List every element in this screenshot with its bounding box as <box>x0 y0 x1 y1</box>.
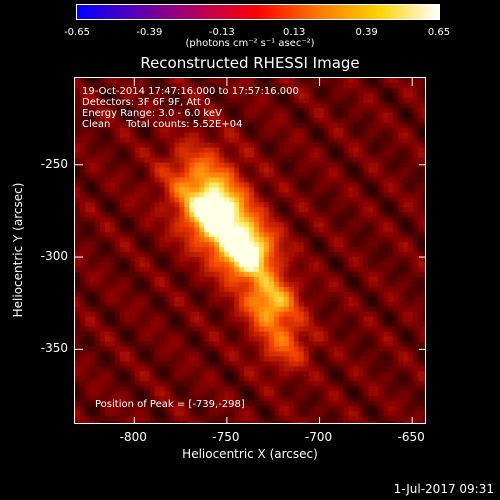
heatmap-image <box>75 78 425 423</box>
colorbar-tick-label: 0.13 <box>283 27 306 38</box>
x-tick-label: -700 <box>304 430 333 444</box>
colorbar-gradient <box>77 5 439 19</box>
chart-title: Reconstructed RHESSI Image <box>140 54 360 72</box>
colorbar-tick-label: 0.65 <box>427 27 451 38</box>
y-tick-label: -350 <box>40 341 68 356</box>
axes-ticks <box>75 78 425 423</box>
x-tick-label: -800 <box>119 430 147 444</box>
colorbar-units: (photons cm⁻² s⁻¹ asec⁻²) <box>185 38 315 49</box>
plot-area: 19-Oct-2014 17:47:16.000 to 17:57:16.000… <box>74 77 426 424</box>
annotation-line: Detectors: 3F 6F 9F, Att 0 <box>82 97 211 108</box>
annotation-line: Energy Range: 3.0 - 6.0 keV <box>82 108 222 119</box>
y-axis-label: Heliocentric Y (arcsec) <box>11 182 25 318</box>
y-tick-label: -250 <box>40 156 68 171</box>
colorbar <box>76 4 440 20</box>
x-tick-label: -750 <box>212 430 240 444</box>
footer-timestamp: 1-Jul-2017 09:31 <box>393 482 494 496</box>
y-tick-label: -300 <box>40 249 68 264</box>
colorbar-tick-label: 0.39 <box>355 27 378 38</box>
observation-annotations: 19-Oct-2014 17:47:16.000 to 17:57:16.000… <box>82 86 299 130</box>
x-axis-label: Heliocentric X (arcsec) <box>182 447 318 461</box>
peak-position-label: Position of Peak = [-739,-298] <box>95 399 245 410</box>
annotation-line: Clean Total counts: 5.52E+04 <box>82 119 243 130</box>
colorbar-tick-label: -0.65 <box>64 27 90 38</box>
annotation-line: 19-Oct-2014 17:47:16.000 to 17:57:16.000 <box>82 86 299 97</box>
colorbar-tick-label: -0.13 <box>208 27 235 38</box>
x-tick-label: -650 <box>397 430 425 444</box>
colorbar-tick-label: -0.39 <box>136 27 163 38</box>
